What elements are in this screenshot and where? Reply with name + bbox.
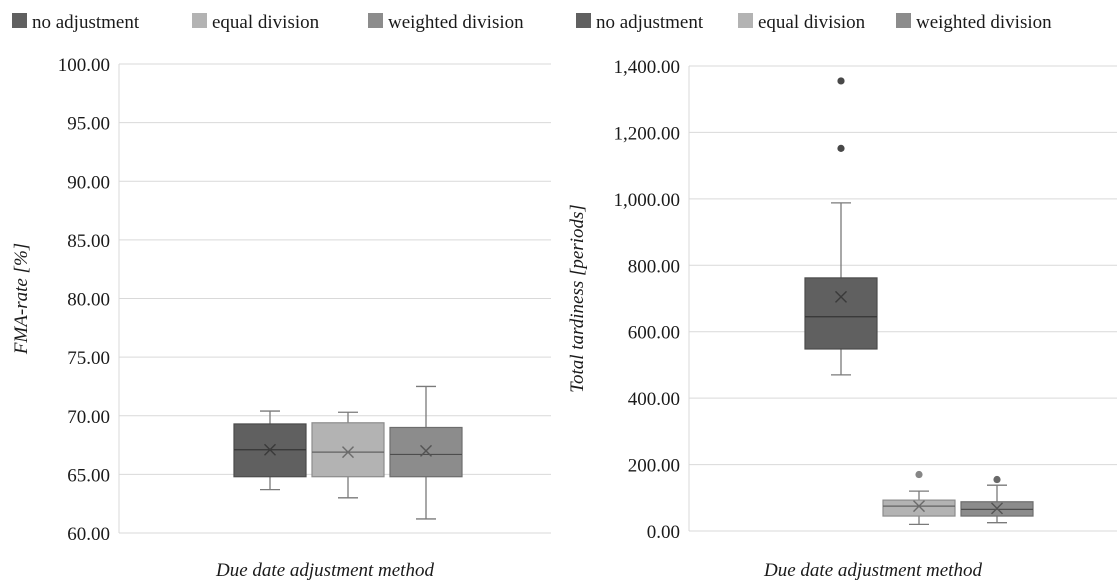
outlier-point [993, 475, 1001, 484]
mean-marker [913, 500, 925, 513]
legend-label: no adjustment [32, 12, 140, 33]
y-tick-label: 1,000.00 [614, 190, 681, 211]
y-tick-label: 600.00 [628, 323, 680, 344]
y-tick-label: 70.00 [67, 407, 110, 428]
outlier-point [837, 144, 845, 152]
mean-marker [264, 443, 276, 456]
legend-label: equal division [758, 12, 866, 33]
box-iqr [311, 422, 385, 478]
legend-swatch [192, 13, 207, 28]
y-tick-label: 0.00 [647, 522, 680, 543]
y-axis-label: FMA-rate [%] [11, 243, 32, 355]
mean-marker [991, 502, 1003, 515]
legend-label: weighted division [388, 12, 524, 33]
legend-label: equal division [212, 12, 320, 33]
box-iqr [389, 426, 463, 478]
y-tick-label: 80.00 [67, 290, 110, 311]
box-no-adjustment [233, 410, 307, 491]
y-axis-label: Total tardiness [periods] [567, 204, 588, 393]
y-tick-label: 800.00 [628, 256, 680, 277]
box-no-adjustment [804, 77, 878, 376]
y-tick-label: 90.00 [67, 172, 110, 193]
legend-label: weighted division [916, 12, 1052, 33]
y-tick-label: 75.00 [67, 348, 110, 369]
x-axis-label: Due date adjustment method [763, 560, 982, 581]
y-tick-label: 1,200.00 [614, 123, 681, 144]
legend-label: no adjustment [596, 12, 704, 33]
box-weighted-division [960, 475, 1034, 524]
y-tick-label: 1,400.00 [614, 57, 681, 78]
x-axis-label: Due date adjustment method [215, 560, 434, 581]
legend-swatch [896, 13, 911, 28]
y-tick-label: 200.00 [628, 456, 680, 477]
box-weighted-division [389, 385, 463, 520]
legend-swatch [738, 13, 753, 28]
box-iqr [804, 277, 878, 350]
box-equal-division [882, 470, 956, 526]
chart-panel-2: 0.00 200.00 400.00 600.00 800.00 1,000.00 1,20… [567, 12, 1117, 581]
chart-panel-1: 60.00 65.00 70.00 75.00 80.00 85.00 90.00 95.00… [11, 12, 551, 581]
legend-swatch [576, 13, 591, 28]
outlier-point [837, 77, 845, 85]
y-tick-label: 60.00 [67, 524, 110, 545]
legend-swatch [12, 13, 27, 28]
mean-marker [420, 444, 432, 457]
mean-marker [342, 446, 354, 459]
y-tick-label: 85.00 [67, 231, 110, 252]
y-tick-label: 100.00 [58, 55, 110, 76]
box-iqr [882, 499, 956, 517]
legend-swatch [368, 13, 383, 28]
y-tick-label: 400.00 [628, 389, 680, 410]
y-tick-label: 95.00 [67, 114, 110, 135]
y-tick-label: 65.00 [67, 465, 110, 486]
mean-marker [835, 290, 847, 303]
box-equal-division [311, 411, 385, 499]
outlier-point [915, 470, 923, 479]
